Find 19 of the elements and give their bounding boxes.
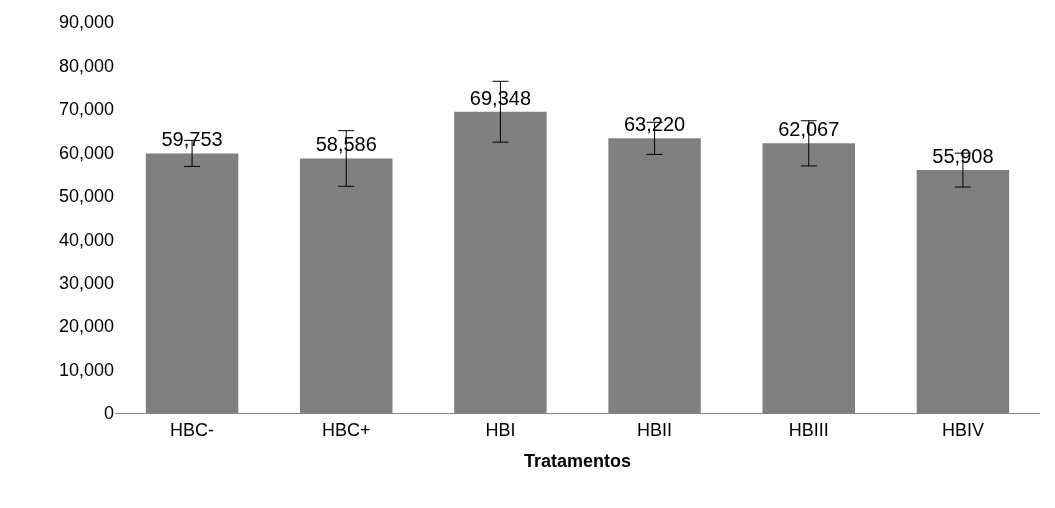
y-tick-label: 60,000	[58, 142, 114, 163]
y-tick-label: 80,000	[58, 55, 114, 76]
x-tick-label: HBIII	[788, 419, 829, 440]
data-label: 63,220	[623, 113, 686, 136]
y-tick-label: 30,000	[58, 272, 114, 293]
y-tick-label: 40,000	[58, 229, 114, 250]
y-tick-label: 90,000	[58, 12, 114, 33]
data-label: 59,753	[161, 128, 223, 151]
x-tick-label: HBI	[485, 419, 516, 440]
x-tick-label: HBC-	[170, 419, 215, 440]
x-tick-label: HBC+	[321, 419, 371, 440]
x-axis-title: Tratamentos	[523, 450, 632, 471]
y-tick-label: 70,000	[58, 99, 114, 120]
y-tick-label: 0	[103, 403, 114, 424]
y-tick-label: 20,000	[58, 316, 114, 337]
x-tick-label: HBII	[637, 419, 673, 440]
x-tick-label: HBIV	[941, 419, 984, 440]
y-tick-label: 10,000	[58, 359, 114, 380]
y-tick-label: 50,000	[58, 186, 114, 207]
